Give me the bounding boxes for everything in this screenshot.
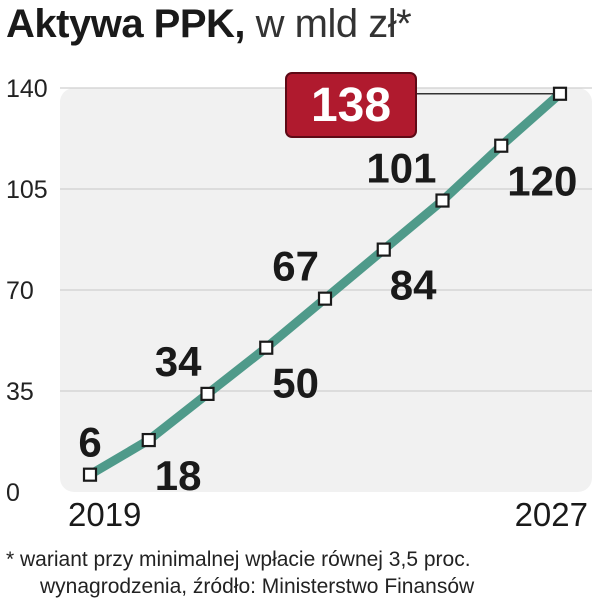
data-point-2022 (259, 340, 274, 355)
data-point-2020 (141, 432, 156, 448)
data-point-2026 (494, 138, 509, 153)
highlight-value-label: 138 (311, 79, 391, 132)
data-point-2027 (552, 86, 568, 101)
data-point-2023 (317, 291, 333, 306)
line-chart: 0 35 70 105 140 2019 2027 138 6 18 34 50 67 84 101 120 (6, 72, 592, 533)
title-unit: w mld zł* (255, 2, 412, 46)
data-label-2023: 67 (272, 243, 319, 290)
data-label-2024: 84 (390, 262, 437, 309)
data-label-2021: 34 (155, 338, 202, 385)
y-tick-label-35: 35 (6, 378, 34, 406)
title-main: Aktywa PPK, (6, 2, 246, 46)
y-tick-label-70: 70 (6, 277, 34, 305)
data-point-2019 (82, 467, 98, 482)
data-label-2025: 101 (366, 145, 436, 192)
footnote-line-1: * wariant przy minimalnej wpłacie równej… (6, 548, 471, 571)
highlight-box (285, 72, 417, 138)
y-tick-label-0: 0 (6, 479, 20, 507)
data-point-2024 (376, 242, 391, 257)
x-tick-label-first: 2019 (68, 496, 141, 533)
data-label-2022: 50 (272, 360, 319, 407)
footnote-line-2: wynagrodzenia, źródło: Ministerstwo Fina… (40, 575, 475, 598)
data-point-2021 (200, 386, 215, 401)
data-label-2026: 120 (507, 158, 577, 205)
chart-title: Aktywa PPK, w mld zł* (6, 2, 412, 47)
y-tick-label-105: 105 (6, 176, 48, 204)
y-tick-label-140: 140 (6, 75, 48, 103)
x-tick-label-last: 2027 (515, 496, 588, 533)
data-label-2020: 18 (155, 452, 202, 499)
data-label-2019: 6 (78, 419, 101, 466)
data-point-2025 (435, 193, 450, 208)
